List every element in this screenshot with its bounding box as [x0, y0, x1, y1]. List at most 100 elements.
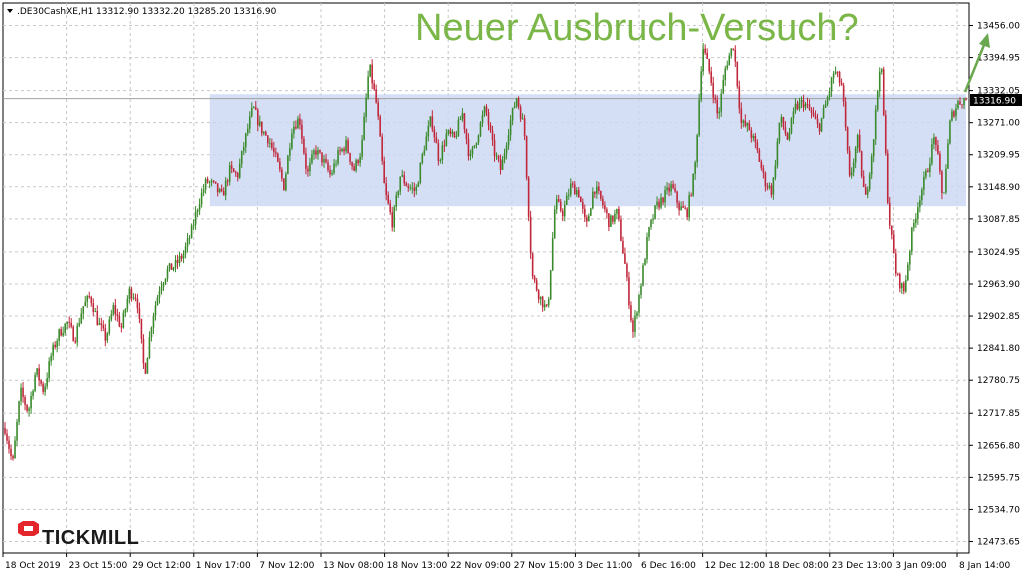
- candle-body: [640, 285, 642, 295]
- candle-body: [917, 207, 919, 219]
- candle-body: [537, 290, 540, 300]
- candle-body: [70, 322, 73, 327]
- candle-body: [911, 227, 913, 252]
- candle-body: [706, 52, 708, 59]
- dropdown-triangle-icon[interactable]: [7, 9, 13, 13]
- tickmill-logo-icon-inner: [24, 526, 33, 531]
- candle-body: [172, 267, 175, 270]
- candle-body: [84, 301, 87, 307]
- candle-body: [483, 106, 486, 116]
- candle-body: [624, 253, 626, 264]
- candle-body: [273, 147, 275, 153]
- candle-body: [748, 123, 751, 131]
- candle-body: [557, 199, 560, 202]
- candle-body: [634, 316, 636, 332]
- candle-body: [168, 263, 171, 270]
- candle-body: [36, 368, 38, 375]
- candle-body: [14, 440, 16, 459]
- candle-body: [620, 219, 622, 241]
- candle-body: [784, 127, 787, 134]
- candle-body: [694, 162, 696, 174]
- candle-body: [234, 172, 237, 174]
- candle-body: [648, 227, 650, 238]
- candle-body: [90, 297, 93, 304]
- candle-body: [937, 145, 939, 154]
- candle-body: [654, 205, 656, 219]
- candle-body: [854, 147, 857, 163]
- candle-body: [164, 278, 167, 284]
- candle-body: [951, 111, 953, 121]
- candle-body: [927, 170, 929, 172]
- candle-body: [485, 106, 488, 113]
- candle-body: [660, 197, 662, 208]
- candle-body: [118, 315, 121, 327]
- candle-body: [884, 114, 887, 154]
- x-tick-label: 27 Nov 15:00: [514, 561, 575, 571]
- candle-body: [760, 161, 763, 169]
- candle-body: [4, 427, 6, 434]
- candle-body: [682, 206, 684, 208]
- candle-body: [166, 269, 169, 279]
- candle-body: [355, 160, 357, 171]
- candle-body: [124, 309, 127, 313]
- candle-body: [900, 283, 903, 289]
- candle-body: [60, 329, 62, 336]
- candle-body: [196, 210, 199, 213]
- candle-body: [54, 344, 56, 348]
- candle-body: [88, 295, 91, 298]
- candle-body: [874, 109, 877, 140]
- candle-body: [152, 315, 155, 328]
- candle-body: [110, 314, 113, 320]
- candle-body: [517, 98, 520, 107]
- candle-body: [481, 115, 484, 123]
- candle-body: [710, 71, 713, 83]
- candle-body: [491, 130, 494, 141]
- candle-body: [588, 215, 590, 222]
- candle-body: [892, 234, 895, 254]
- candle-body: [728, 55, 731, 66]
- candle-body: [696, 135, 698, 163]
- candle-body: [941, 171, 943, 194]
- x-tick-label: 29 Oct 12:00: [132, 561, 191, 571]
- candle-body: [949, 120, 951, 144]
- candle-body: [174, 260, 177, 268]
- candle-body: [592, 191, 594, 209]
- candle-body: [256, 109, 259, 126]
- candle-body: [945, 168, 947, 193]
- candle-body: [919, 200, 921, 208]
- candle-body: [96, 311, 99, 325]
- candle-body: [401, 175, 404, 177]
- candle-body: [142, 338, 145, 364]
- candle-body: [98, 323, 101, 325]
- candle-body: [698, 99, 700, 136]
- symbol-label: .DE30CashXE,H1: [17, 7, 93, 17]
- candle-body: [136, 298, 139, 309]
- candle-body: [383, 160, 385, 184]
- candle-body: [750, 130, 753, 138]
- candle-body: [545, 304, 548, 306]
- candle-body: [269, 142, 271, 144]
- candle-body: [170, 263, 173, 270]
- candle-body: [46, 378, 48, 387]
- candle-body: [778, 122, 781, 142]
- candle-body: [638, 294, 640, 313]
- candle-body: [377, 102, 379, 117]
- candle-body: [876, 91, 879, 110]
- candle-body: [830, 77, 833, 92]
- candle-body: [337, 150, 339, 164]
- candle-body: [577, 190, 580, 197]
- x-tick-label: 23 Oct 15:00: [69, 561, 128, 571]
- candle-body: [369, 64, 371, 77]
- candle-body: [770, 185, 773, 195]
- candle-body: [134, 297, 137, 299]
- candle-body: [48, 361, 50, 379]
- y-tick-label: 12902.85: [977, 312, 1020, 322]
- candle-body: [820, 117, 823, 132]
- candle-body: [307, 168, 309, 172]
- candle-body: [397, 191, 400, 196]
- candle-body: [144, 363, 147, 374]
- candle-body: [656, 201, 658, 206]
- candle-body: [786, 133, 789, 140]
- candle-body: [176, 260, 179, 263]
- candle-body: [10, 448, 12, 456]
